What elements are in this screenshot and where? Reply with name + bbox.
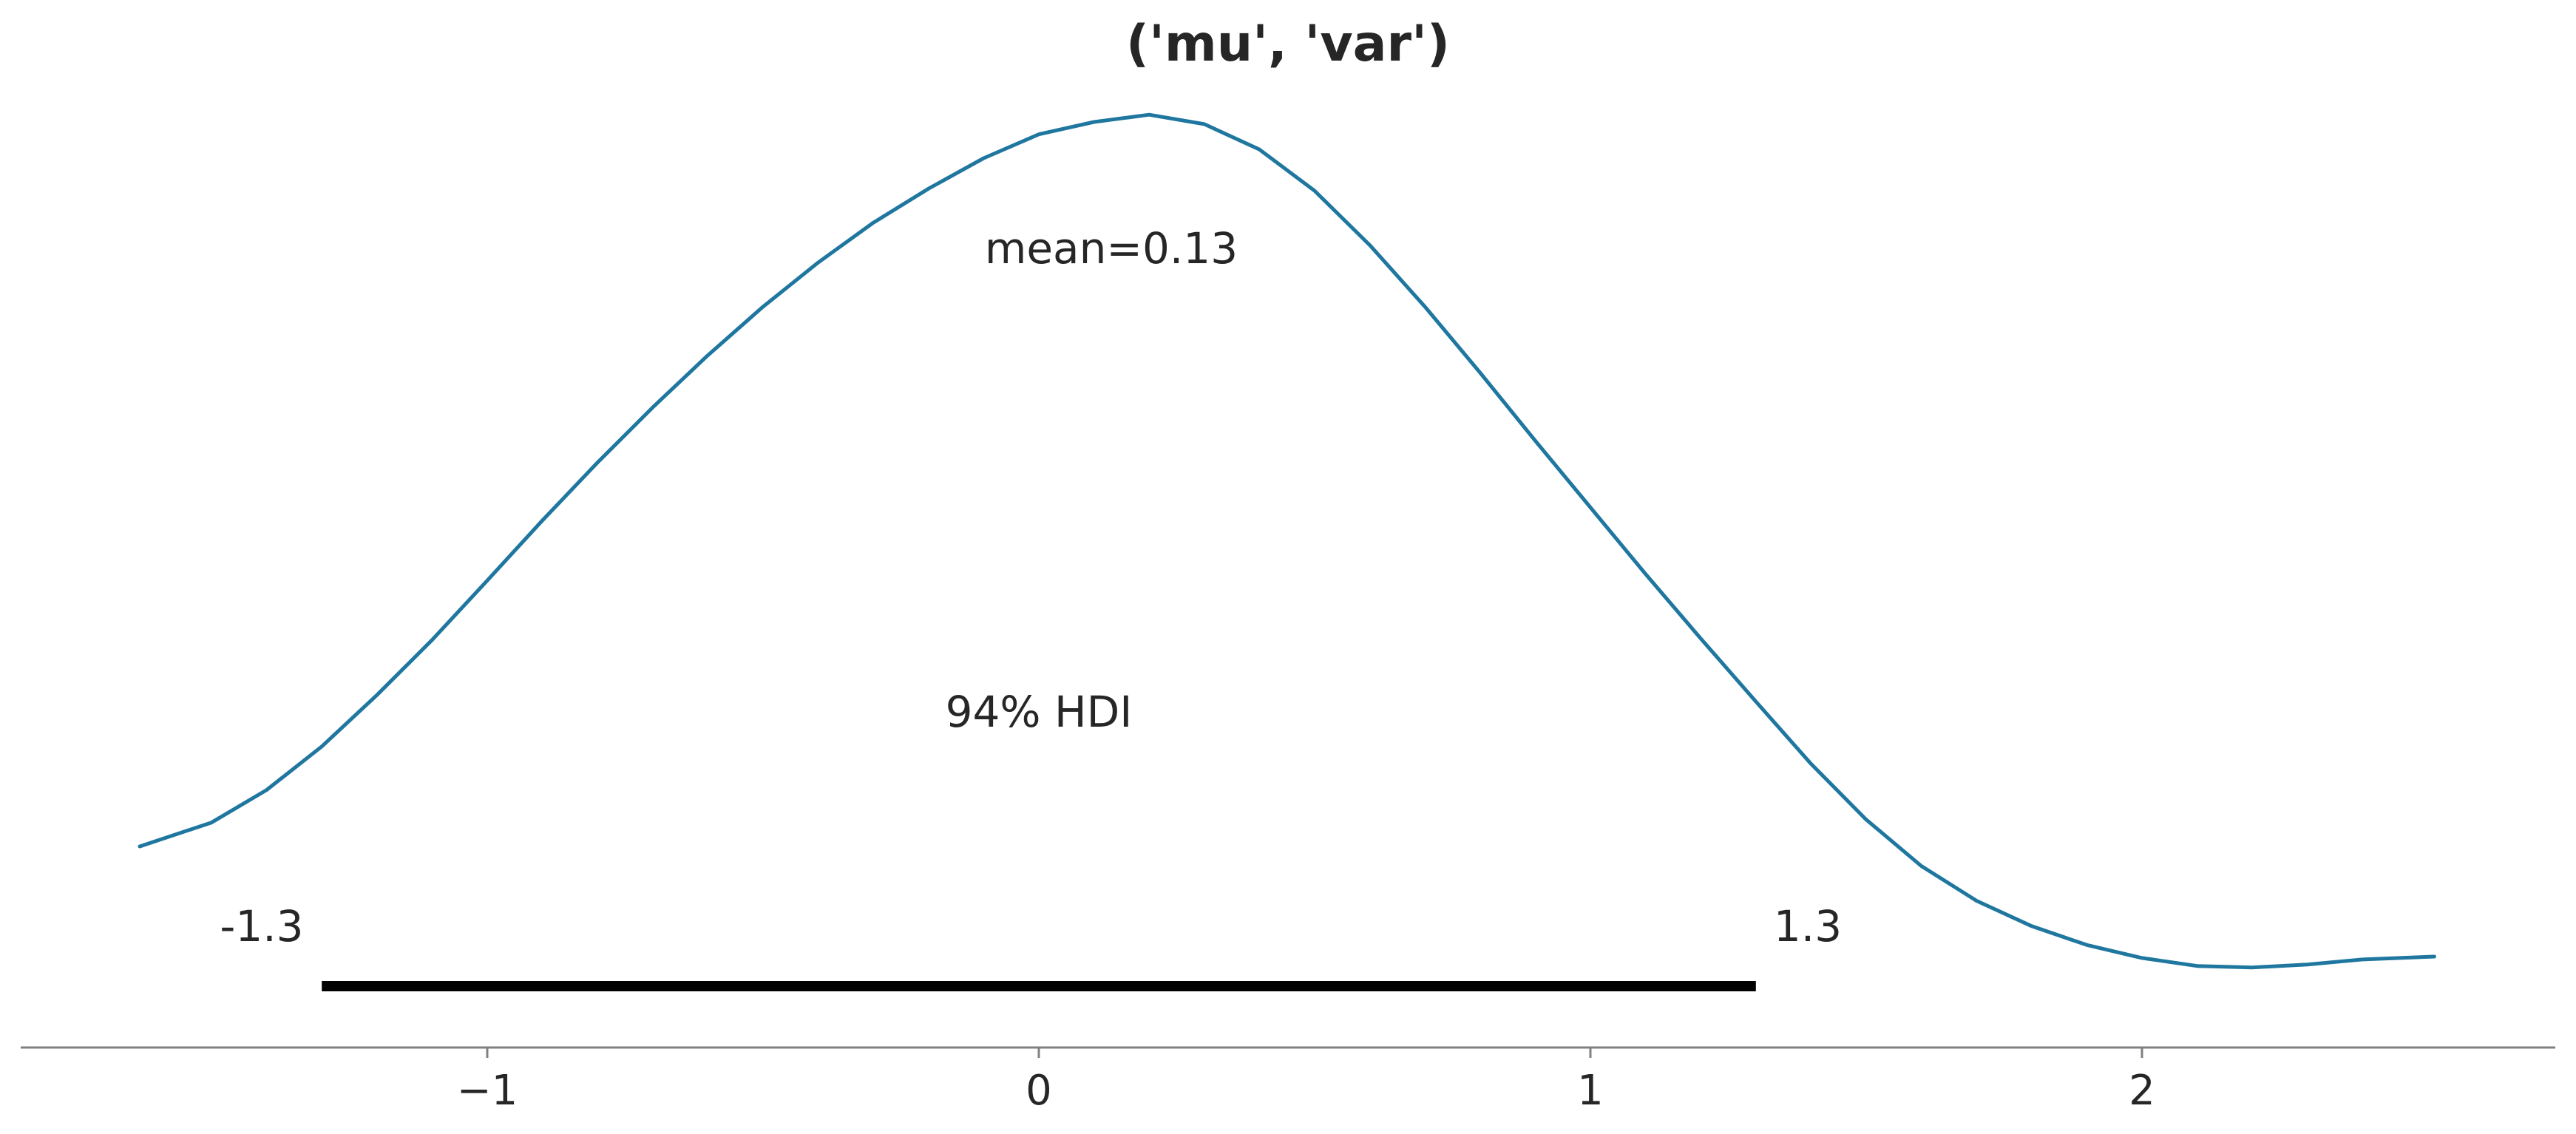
mean-label: mean=0.13 bbox=[985, 223, 1238, 274]
x-axis-ticks: −1 0 1 2 bbox=[457, 1048, 2155, 1115]
chart-title: ('mu', 'var') bbox=[1126, 15, 1450, 73]
x-tick-label: 2 bbox=[2129, 1067, 2155, 1115]
x-tick-label: 1 bbox=[1577, 1067, 1604, 1115]
x-tick-label: 0 bbox=[1026, 1067, 1052, 1115]
hdi-high-label: 1.3 bbox=[1774, 901, 1842, 951]
density-curve bbox=[138, 112, 2436, 970]
hdi-label: 94% HDI bbox=[946, 687, 1133, 737]
hdi-low-label: -1.3 bbox=[220, 901, 303, 951]
x-tick-label: −1 bbox=[457, 1067, 518, 1115]
